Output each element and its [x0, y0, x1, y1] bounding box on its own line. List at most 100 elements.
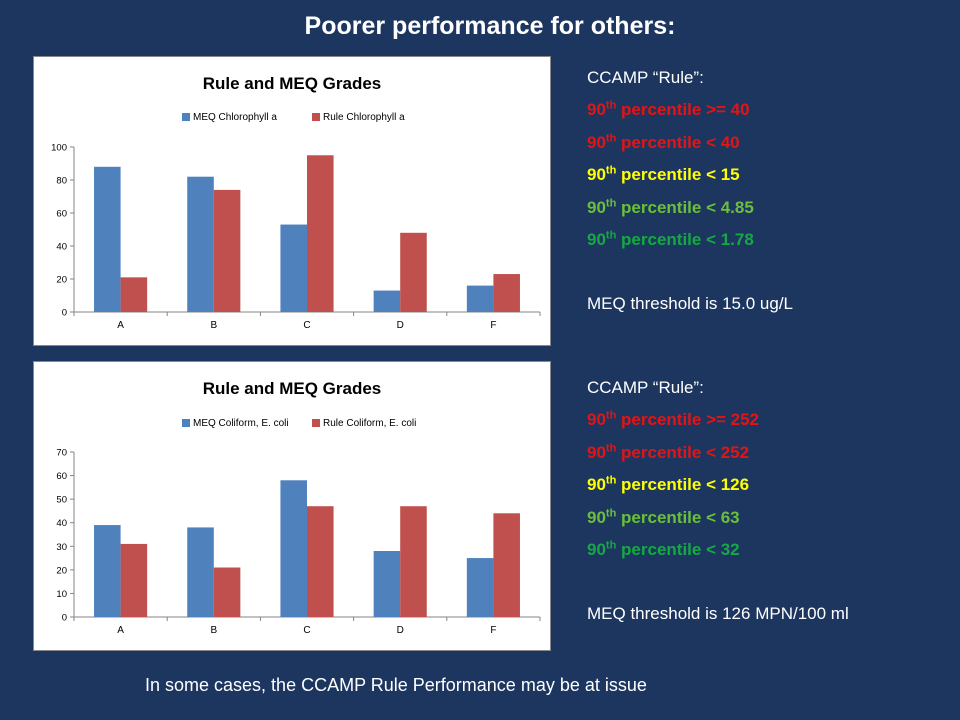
bar-rule-a — [120, 543, 148, 617]
rule-line-sup: th — [605, 164, 617, 177]
x-tick-label: A — [117, 625, 124, 636]
slide-title: Poorer performance for others: — [304, 12, 676, 40]
legend-label: Rule Chlorophyll a — [323, 112, 405, 123]
x-tick-label: C — [303, 625, 310, 636]
legend-swatch — [182, 113, 190, 121]
rule-line-sup: th — [605, 132, 617, 145]
bar-meq-a — [94, 166, 121, 312]
y-tick-label: 50 — [56, 495, 67, 506]
y-tick-label: 100 — [51, 143, 67, 154]
rule-line-text: percentile < 4.85 — [616, 197, 754, 217]
rule-line-prefix: 90 — [587, 410, 606, 430]
bar-rule-b — [213, 567, 241, 617]
rule-line-prefix: 90 — [587, 100, 606, 120]
rule-panel-coliform: CCAMP “Rule”: 90th percentile >= 252 90th… — [587, 372, 849, 631]
rule-heading: CCAMP “Rule”: — [587, 68, 704, 87]
rule-line-text: percentile < 126 — [616, 475, 750, 495]
rule-line-sup: th — [605, 196, 617, 209]
rule-line-prefix: 90 — [587, 507, 606, 527]
rule-line-prefix: 90 — [587, 475, 606, 495]
rule-line-sup: th — [605, 539, 617, 552]
x-tick-label: C — [303, 320, 310, 331]
bar-meq-b — [187, 527, 214, 617]
x-tick-label: D — [397, 625, 404, 636]
bar-meq-a — [94, 525, 121, 617]
rule-line-prefix: 90 — [587, 132, 606, 152]
chart-title: Rule and MEQ Grades — [203, 379, 382, 398]
rule-line-text: percentile < 32 — [616, 540, 740, 560]
bar-rule-d — [400, 506, 427, 617]
rule-line-prefix: 90 — [587, 540, 606, 560]
y-tick-label: 0 — [62, 308, 67, 319]
bar-rule-a — [120, 277, 148, 312]
y-tick-label: 0 — [62, 613, 67, 624]
bar-meq-b — [187, 176, 214, 312]
bar-meq-c — [280, 224, 307, 312]
meq-threshold: MEQ threshold is 15.0 ug/L — [587, 294, 794, 314]
rule-line-text: percentile < 252 — [616, 442, 750, 462]
bar-rule-c — [307, 506, 334, 617]
y-tick-label: 60 — [56, 471, 67, 482]
meq-threshold: MEQ threshold is 126 MPN/100 ml — [587, 604, 849, 624]
x-tick-label: F — [490, 625, 496, 636]
legend-swatch — [312, 419, 320, 427]
rule-line-text: percentile < 1.78 — [616, 230, 754, 250]
chart-chlorophyll: Rule and MEQ Grades MEQ Chlorophyll a Rule… — [33, 56, 551, 346]
y-tick-label: 20 — [56, 565, 67, 576]
y-tick-label: 10 — [56, 589, 67, 600]
bar-rule-f — [493, 274, 520, 312]
rule-line-text: percentile < 40 — [616, 132, 740, 152]
legend-swatch — [182, 419, 190, 427]
rule-panel-chlorophyll: CCAMP “Rule”: 90th percentile >= 40 90th … — [587, 62, 793, 321]
rule-line-sup: th — [605, 409, 617, 422]
x-tick-label: B — [210, 320, 217, 331]
y-tick-label: 20 — [56, 275, 67, 286]
x-tick-label: D — [397, 320, 404, 331]
chart-title: Rule and MEQ Grades — [203, 74, 382, 93]
rule-line-1: 90th percentile >= 252 — [587, 404, 849, 436]
rule-line-2: 90th percentile < 40 — [587, 127, 793, 159]
rule-line-sup: th — [605, 442, 617, 455]
rule-lines: 90th percentile >= 252 90th percentile < … — [587, 404, 849, 566]
rule-line-1: 90th percentile >= 40 — [587, 94, 793, 126]
legend-label: MEQ Chlorophyll a — [193, 112, 277, 123]
bar-rule-b — [213, 189, 241, 312]
y-tick-label: 60 — [56, 209, 67, 220]
rule-line-prefix: 90 — [587, 197, 606, 217]
rule-line-sup: th — [605, 99, 617, 112]
rule-line-sup: th — [605, 229, 617, 242]
bar-meq-d — [373, 290, 401, 312]
bar-rule-f — [493, 513, 520, 617]
rule-line-5: 90th percentile < 32 — [587, 534, 849, 566]
rule-line-prefix: 90 — [587, 165, 606, 185]
y-tick-label: 40 — [56, 518, 67, 529]
rule-line-text: percentile < 63 — [616, 507, 740, 527]
bar-meq-f — [466, 558, 494, 617]
rule-line-4: 90th percentile < 4.85 — [587, 192, 793, 224]
rule-line-5: 90th percentile < 1.78 — [587, 224, 793, 256]
rule-line-sup: th — [605, 474, 617, 487]
chart-coliform-svg: Rule and MEQ Grades MEQ Coliform, E. coli… — [56, 379, 541, 636]
rule-line-text: percentile >= 40 — [616, 100, 750, 120]
y-tick-label: 70 — [56, 448, 67, 459]
chart-coliform: Rule and MEQ Grades MEQ Coliform, E. coli… — [33, 361, 551, 651]
rule-line-text: percentile >= 252 — [616, 410, 760, 430]
legend-swatch — [312, 113, 320, 121]
footer-note: In some cases, the CCAMP Rule Performanc… — [145, 675, 647, 695]
rule-line-prefix: 90 — [587, 442, 606, 462]
y-tick-label: 80 — [56, 176, 67, 187]
bar-meq-d — [373, 551, 401, 617]
rule-line-3: 90th percentile < 126 — [587, 469, 849, 501]
rule-lines: 90th percentile >= 40 90th percentile < 4… — [587, 94, 793, 256]
chart-chlorophyll-svg: Rule and MEQ Grades MEQ Chlorophyll a Rule… — [51, 74, 541, 331]
rule-line-3: 90th percentile < 15 — [587, 159, 793, 191]
x-tick-label: B — [210, 625, 217, 636]
bar-rule-d — [400, 232, 427, 312]
y-tick-label: 40 — [56, 242, 67, 253]
rule-line-text: percentile < 15 — [616, 165, 740, 185]
x-tick-label: A — [117, 320, 124, 331]
rule-line-prefix: 90 — [587, 230, 606, 250]
y-tick-label: 30 — [56, 542, 67, 553]
bar-rule-c — [307, 155, 334, 312]
rule-line-4: 90th percentile < 63 — [587, 502, 849, 534]
